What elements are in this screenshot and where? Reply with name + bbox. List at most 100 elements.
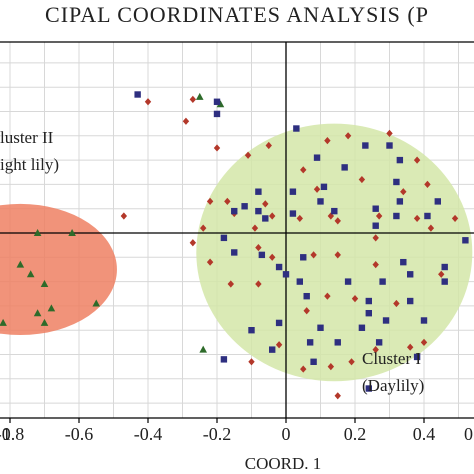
diamond-point [334, 217, 341, 225]
diamond-point [324, 292, 331, 300]
square-point [220, 356, 228, 363]
triangle-point [92, 299, 101, 307]
square-point [248, 327, 255, 334]
diamond-point [262, 200, 269, 208]
triangle-point [33, 229, 42, 236]
triangle-point [40, 280, 49, 288]
diamond-point [144, 98, 152, 106]
diamond-point [393, 299, 400, 308]
diamond-point [413, 156, 421, 164]
diamond-point [400, 188, 407, 196]
square-point [396, 198, 404, 205]
square-point [317, 198, 324, 205]
diamond-point [372, 346, 379, 354]
triangle-point [216, 100, 225, 108]
square-point [396, 156, 404, 164]
cluster-ellipses [0, 123, 473, 382]
plot-axes [0, 41, 474, 423]
diamond-point [120, 212, 128, 220]
square-point [255, 188, 262, 195]
square-point [365, 385, 372, 392]
diamond-point [206, 258, 214, 266]
x-tick-labels: 1-0.8 -0.6 -0.4 -0.2 0 0.2 0.4 0 [0, 424, 473, 444]
square-point [341, 164, 348, 171]
diamond-point [313, 185, 321, 193]
diamond-point [438, 270, 445, 278]
diamond-point [255, 243, 262, 252]
square-point [320, 183, 328, 191]
square-point [262, 215, 269, 222]
square-point [275, 319, 283, 327]
triangle-point [33, 309, 42, 317]
square-point [393, 178, 400, 186]
square-point [213, 98, 221, 105]
x-axis-label: COORD. 1 [245, 454, 322, 473]
square-point [220, 234, 228, 242]
x-tick-label: 1 [2, 424, 11, 444]
square-point [213, 110, 221, 118]
cluster-label-1-line-1: Cluster I [362, 349, 421, 368]
diamond-point [451, 214, 459, 223]
x-tick-label: 0.4 [413, 424, 436, 444]
cluster-labels: Cluster I (Daylily) luster II ight lily) [0, 128, 424, 395]
diamond-point [427, 224, 435, 232]
diamond-point [372, 260, 379, 269]
square-point [462, 237, 469, 244]
diamond-point [248, 358, 255, 366]
square-point [382, 317, 390, 324]
diamond-point [296, 214, 303, 223]
diamond-point [303, 307, 310, 315]
cluster-label-2-line-1: luster II [0, 128, 54, 147]
diamond-point [200, 224, 207, 232]
diamond-point [324, 137, 331, 145]
diamond-point [182, 117, 190, 125]
square-point [434, 198, 441, 205]
diamond-point [334, 251, 341, 259]
diamond-point [269, 212, 276, 220]
square-point [331, 207, 338, 215]
square-point [293, 125, 300, 132]
x-tick-label: -0.8 [0, 424, 24, 444]
diamond-point [269, 253, 276, 261]
square-point [379, 278, 386, 285]
square-point [231, 249, 238, 256]
square-point [310, 358, 317, 365]
square-point [358, 324, 366, 331]
square-point [344, 278, 352, 285]
diamond-point [372, 234, 379, 242]
diamond-point [300, 166, 307, 174]
x-tick-label: 0 [282, 424, 291, 444]
diamond-point [351, 295, 359, 303]
diamond-point [310, 251, 317, 259]
x-tick-label: -0.4 [134, 424, 163, 444]
diamond-point [255, 280, 262, 288]
square-point [420, 317, 428, 324]
diamond-point [227, 280, 234, 288]
square-point [407, 271, 414, 278]
square-point [372, 205, 379, 212]
triangle-point [0, 318, 7, 326]
diamond-point [224, 197, 231, 206]
diamond-point [251, 224, 259, 232]
triangle-point [199, 345, 207, 353]
square-point [441, 278, 448, 285]
square-point [334, 339, 341, 346]
diamond-point [386, 129, 393, 137]
diamond-point [358, 175, 366, 184]
diamond-point [327, 363, 335, 371]
square-point [313, 154, 321, 161]
square-point [134, 91, 141, 98]
square-point [375, 339, 383, 346]
square-point [231, 207, 238, 215]
diamond-point [334, 392, 341, 400]
square-point [362, 142, 369, 149]
diamond-point [265, 141, 272, 150]
square-point [317, 324, 324, 331]
square-point [241, 203, 248, 210]
triangle-point [40, 318, 49, 326]
diamond-point [420, 338, 428, 346]
diamond-point [275, 341, 283, 349]
diamond-point [189, 95, 197, 103]
cluster-ellipse-2 [0, 203, 117, 336]
